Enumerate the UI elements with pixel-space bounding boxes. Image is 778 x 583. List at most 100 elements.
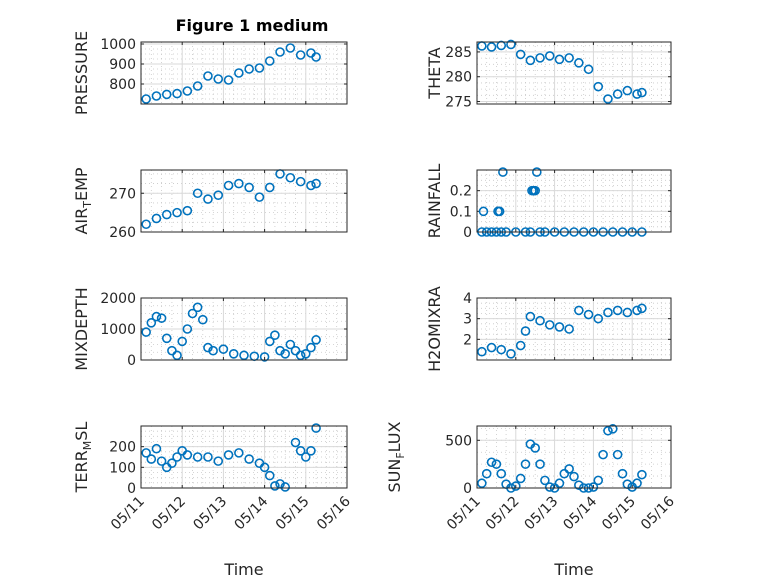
data-point (544, 482, 555, 492)
data-point (264, 182, 275, 193)
data-point (270, 481, 280, 491)
data-point (182, 450, 193, 460)
data-point (612, 305, 623, 316)
y-tick-label: 900 (109, 57, 136, 73)
data-point (622, 85, 633, 96)
data-point (306, 342, 316, 353)
data-point (311, 52, 321, 62)
data-point (607, 424, 618, 434)
data-point (622, 307, 633, 318)
data-point (203, 71, 213, 81)
data-point (192, 302, 203, 313)
y-tick-label: 800 (109, 77, 136, 93)
data-point (192, 452, 203, 462)
data-point (603, 425, 613, 436)
data-point (203, 452, 213, 462)
data-point (612, 449, 623, 460)
data-point (632, 89, 642, 99)
grid (476, 42, 672, 104)
data-point (569, 471, 579, 482)
y-tick-label: 2000 (100, 291, 136, 307)
data-point (192, 81, 203, 91)
data-point (264, 470, 275, 481)
x-axis-label: Time (223, 560, 263, 579)
subplot-5: 0 1000 2000 MIXDEPTH (72, 287, 348, 371)
data-point (161, 209, 172, 220)
data-point (234, 178, 244, 189)
axes-frame (140, 297, 348, 361)
data-point (496, 40, 507, 51)
data-point (151, 91, 162, 101)
subplot-1: 800 900 1000 PRESSURE (72, 31, 348, 115)
data-point (486, 42, 497, 52)
y-axis-label: SUNFLUX (385, 421, 407, 492)
data-point (254, 192, 265, 202)
data-point (187, 308, 198, 319)
data-point (593, 81, 604, 92)
data-point (520, 459, 531, 469)
figure-title: Figure 1 medium (176, 16, 329, 35)
subplot-3: 260 270 AIRTEMP (72, 167, 348, 241)
y-tick-label: 0 (463, 481, 472, 497)
y-tick-label: 270 (109, 186, 136, 202)
data-point (494, 206, 505, 217)
data-point (146, 317, 157, 328)
data-point (280, 348, 291, 359)
data-point (300, 348, 311, 359)
data-point (285, 43, 296, 53)
y-tick-label: 1000 (100, 322, 136, 338)
data-point (311, 423, 321, 433)
y-tick-label: 2 (463, 332, 472, 348)
data-point (254, 63, 265, 73)
x-axis-label: Time (553, 560, 593, 579)
data-point (535, 315, 545, 326)
y-axis-label: PRESSURE (72, 31, 91, 115)
y-tick-label: 100 (109, 460, 136, 476)
data-point (182, 86, 193, 96)
data-point (564, 464, 574, 474)
data-point (285, 172, 296, 183)
series-markers (477, 303, 647, 359)
axes-frame (476, 169, 672, 233)
data-point (574, 58, 584, 68)
y-tick-label: 0.1 (450, 204, 472, 220)
data-point (510, 481, 521, 491)
data-point (486, 342, 497, 353)
data-point (182, 205, 193, 216)
data-point (213, 74, 224, 84)
y-tick-label: 275 (445, 95, 472, 111)
series-markers (141, 423, 321, 492)
data-point (477, 346, 487, 357)
data-point (172, 207, 182, 218)
data-point (161, 333, 172, 344)
data-point (285, 339, 296, 350)
data-point (223, 75, 234, 85)
data-point (151, 311, 162, 322)
data-point (141, 94, 151, 104)
axes-frame (476, 297, 672, 361)
y-tick-label: 0 (127, 481, 136, 497)
data-point (151, 443, 162, 454)
axes-background (140, 41, 348, 105)
data-point (535, 53, 545, 63)
data-point (259, 462, 270, 473)
data-point (172, 350, 182, 361)
data-point (632, 478, 642, 489)
data-point (574, 305, 584, 316)
data-point (300, 452, 311, 462)
data-point (270, 330, 280, 341)
y-axis-label: TERRMSL (72, 422, 94, 494)
data-point (528, 185, 539, 196)
data-point (151, 213, 162, 224)
data-point (182, 324, 193, 334)
data-point (515, 49, 526, 60)
data-point (264, 56, 275, 66)
data-point (244, 64, 254, 74)
series-markers (141, 43, 321, 104)
data-point (593, 313, 604, 324)
data-point (520, 326, 531, 336)
data-point (141, 448, 151, 458)
data-point (515, 473, 526, 484)
data-point (192, 188, 203, 199)
